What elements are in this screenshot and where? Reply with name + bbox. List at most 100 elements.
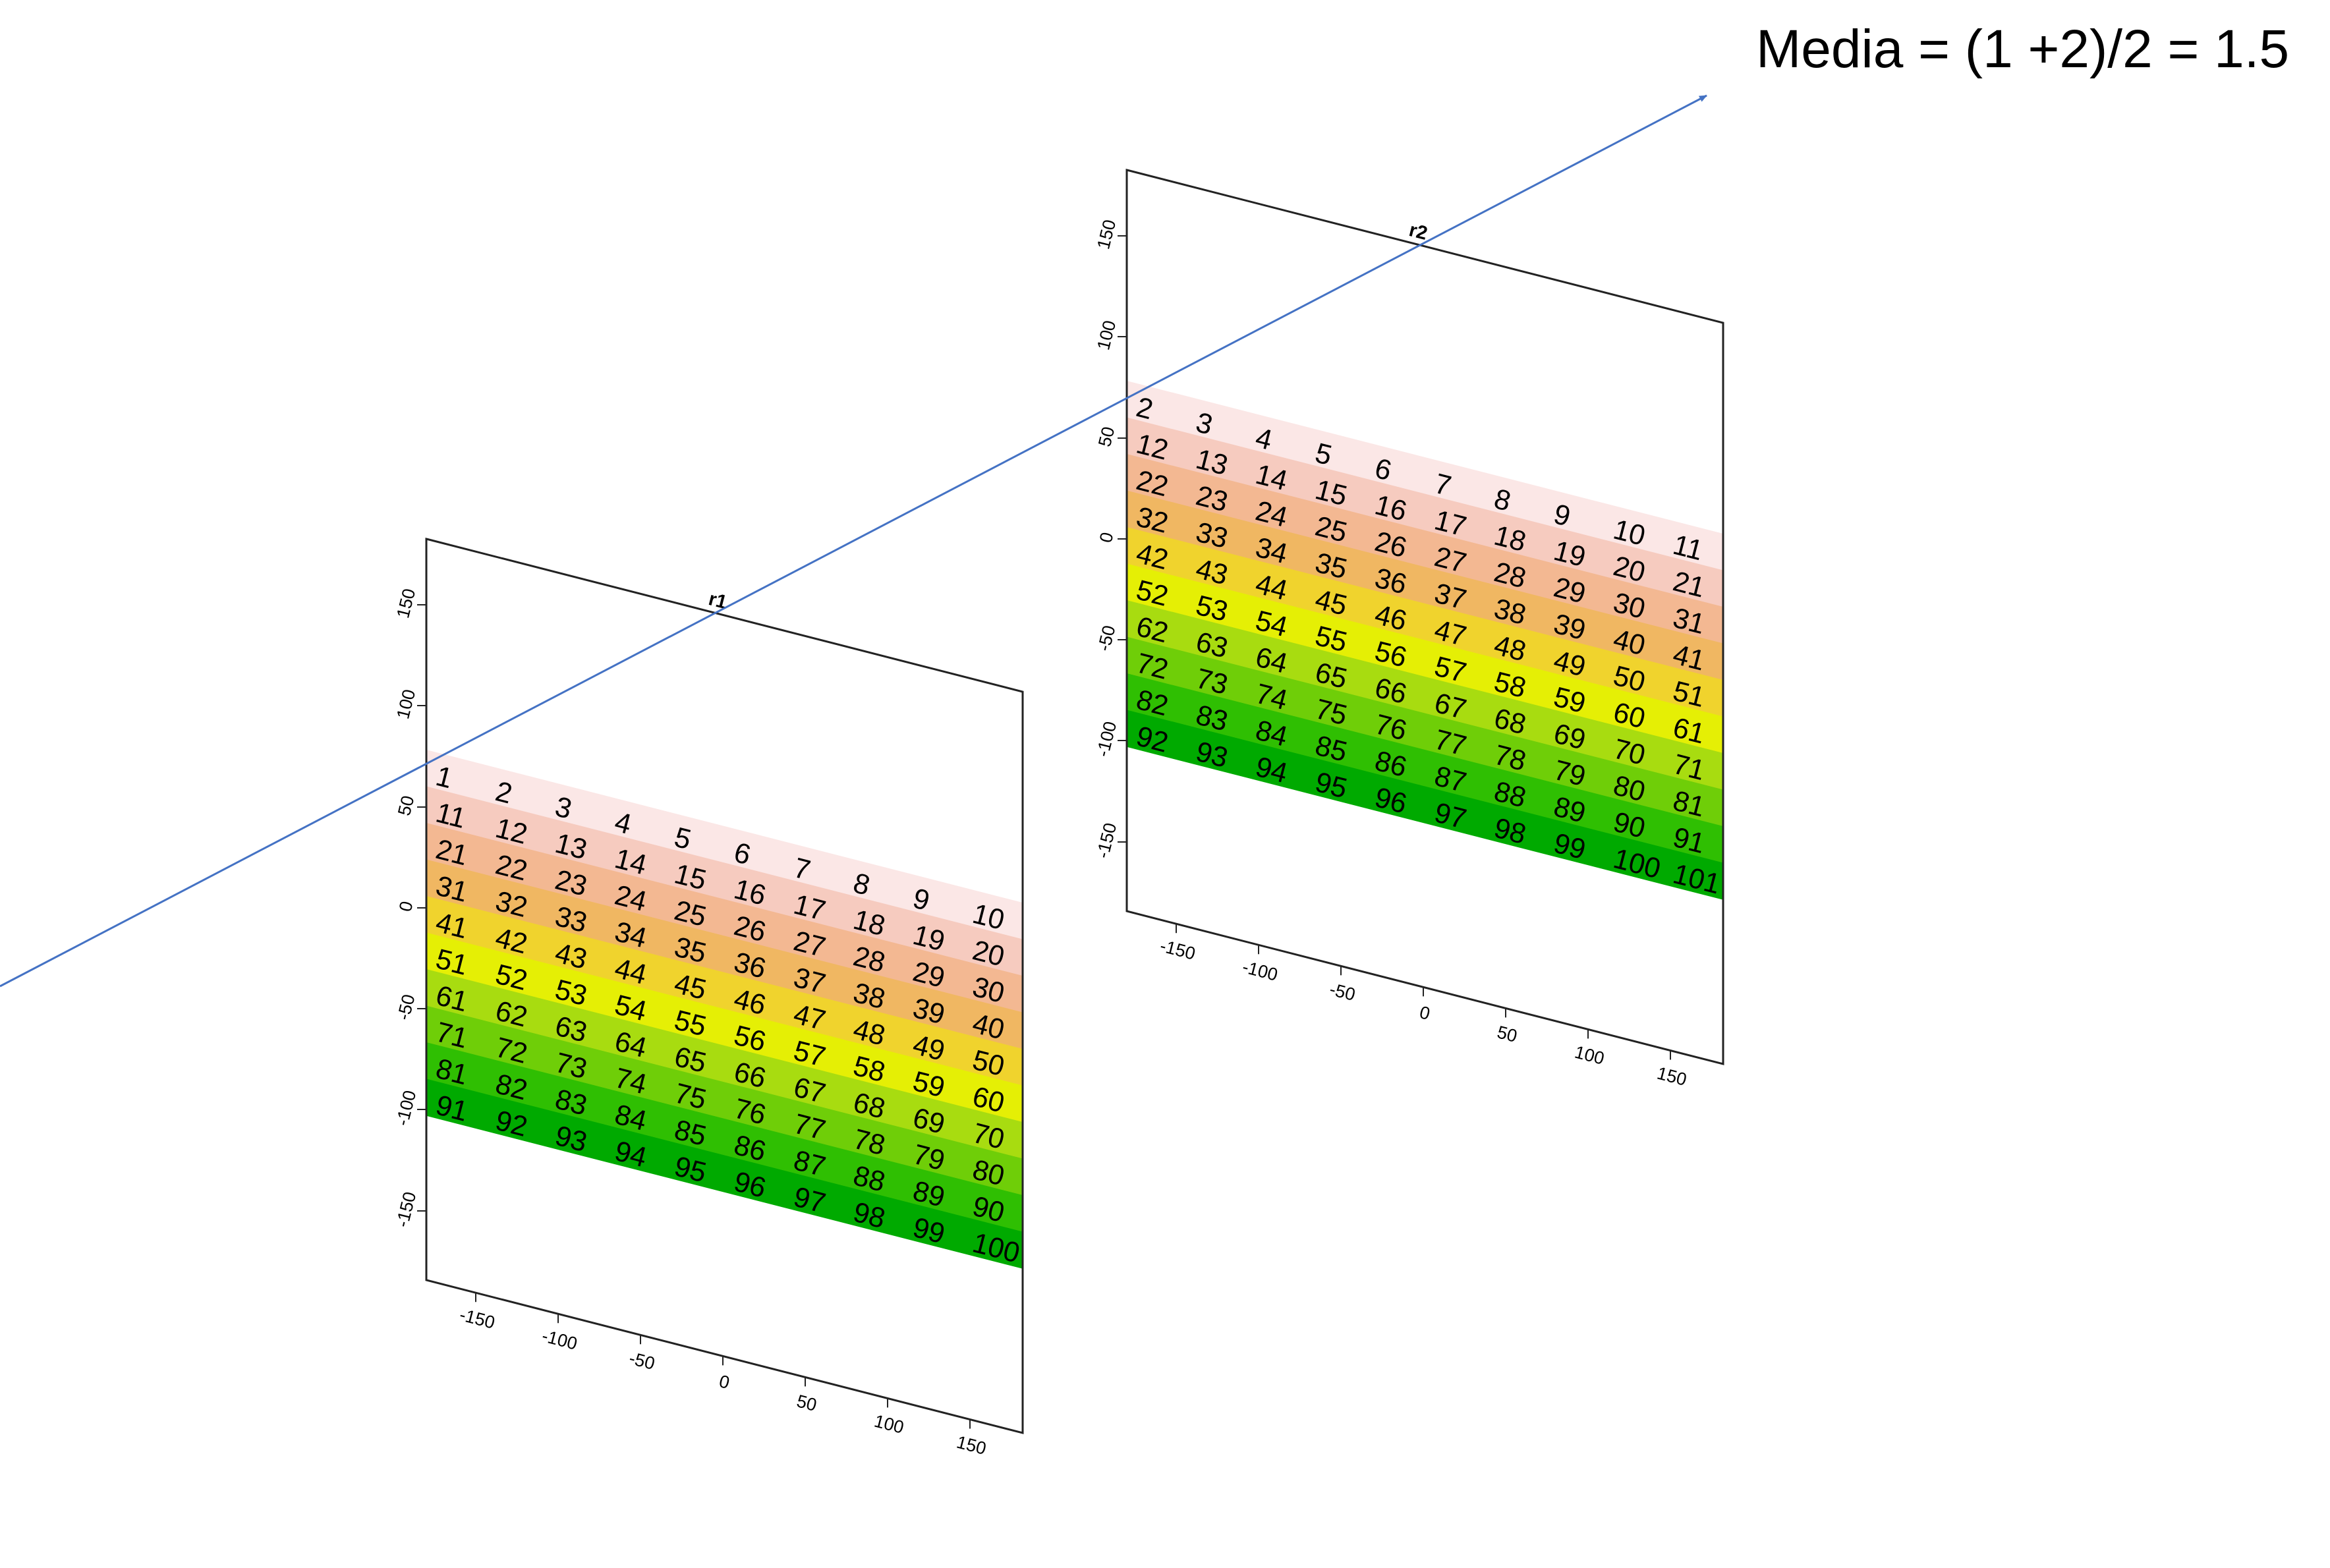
cell-value: 17 [1431,504,1469,542]
cell-value: 29 [1550,571,1589,609]
cell-value: 15 [1312,474,1350,512]
y-tick-label: -150 [392,1190,420,1229]
cell-value: 65 [671,1041,710,1079]
cell-value: 95 [1312,766,1350,804]
cell-value: 89 [910,1175,948,1214]
cell-value: 22 [1133,464,1172,503]
cell-value: 83 [552,1083,590,1121]
cell-value: 18 [1491,520,1529,558]
cell-value: 93 [552,1120,590,1158]
cell-value: 92 [1133,720,1172,758]
row-band [1127,490,1723,681]
cell-value: 27 [1431,541,1469,579]
x-tick-label: 150 [1655,1063,1689,1090]
cell-value: 86 [731,1129,769,1167]
cell-value: 70 [969,1117,1008,1156]
row-band [426,786,1023,976]
cell-value: 21 [1670,565,1708,603]
cell-value: 58 [850,1050,888,1088]
cell-value: 66 [1372,672,1410,710]
cell-value: 38 [850,977,888,1015]
cell-value: 28 [850,940,888,978]
cell-value: 67 [1431,687,1469,725]
cell-value: 55 [671,1004,710,1042]
cell-value: 14 [611,843,650,881]
cell-value: 52 [492,959,530,997]
panel-frame [1125,169,1724,1065]
cell-value: 82 [1133,684,1172,722]
cell-value: 30 [969,971,1008,1009]
cell-value: 67 [791,1071,829,1109]
cell-value: 45 [1312,584,1350,622]
cell-value: 79 [1550,754,1589,793]
cell-value: 34 [611,916,650,954]
x-tick-label: 100 [872,1411,906,1438]
cell-value: 87 [1431,760,1469,798]
y-tick-label: -100 [1093,719,1120,759]
cell-value: 43 [1193,553,1231,591]
cell-value: 69 [910,1102,948,1140]
cell-value: 51 [433,943,471,981]
cell-value: 17 [791,889,829,927]
row-band [426,896,1023,1086]
x-tick-label: 50 [795,1391,819,1415]
cell-value: 88 [850,1160,888,1198]
cell-value: 26 [731,910,769,948]
cell-value: 56 [731,1019,769,1057]
cell-value: 75 [671,1077,710,1115]
cell-value: 99 [1550,827,1589,866]
cell-value: 65 [1312,657,1350,695]
cell-value: 56 [1372,635,1410,673]
cell-value: 57 [791,1035,829,1073]
cell-value: 41 [433,907,471,945]
row-band [1127,417,1723,607]
cell-value: 90 [1610,806,1649,845]
cell-value: 62 [1133,611,1172,649]
cell-value: 46 [731,983,769,1021]
cell-value: 39 [1550,608,1589,646]
cell-value: 37 [1431,577,1469,615]
cell-value: 16 [1372,489,1410,527]
y-tick-label: -100 [392,1088,420,1128]
cell-value: 32 [492,885,530,924]
cell-value: 29 [910,956,948,994]
cell-value: 92 [492,1105,530,1143]
cell-value: 26 [1372,526,1410,564]
y-tick-label: 100 [393,687,419,721]
cell-value: 81 [1670,785,1708,823]
cell-value: 42 [1133,538,1172,576]
cell-value: 68 [1491,702,1529,741]
cell-value: 32 [1133,501,1172,539]
y-tick-label: 50 [394,794,418,818]
cell-value: 47 [791,998,829,1036]
cell-value: 13 [552,827,590,866]
cell-value: 49 [1550,644,1589,683]
cell-value: 82 [492,1068,530,1106]
y-tick-label: -150 [1093,821,1120,860]
cell-value: 77 [791,1108,829,1146]
cell-value: 48 [850,1013,888,1051]
cell-value: 60 [1610,696,1649,735]
cell-value: 88 [1491,775,1529,814]
cell-value: 36 [1372,562,1410,600]
cell-value: 22 [492,849,530,887]
x-tick-label: 0 [1417,1002,1432,1024]
row-band [1127,710,1723,900]
row-band [1127,673,1723,864]
cell-value: 35 [1312,547,1350,585]
row-band [1127,527,1723,717]
cell-value: 73 [1193,663,1231,701]
cell-value: 94 [611,1135,650,1173]
x-tick-label: 0 [717,1371,731,1393]
cell-value: 54 [611,989,650,1027]
cell-value: 52 [1133,574,1172,612]
cell-value: 64 [611,1026,650,1064]
x-tick-label: -100 [540,1326,579,1353]
cell-value: 84 [611,1099,650,1137]
cell-value: 31 [433,870,471,908]
cell-value: 41 [1670,638,1708,677]
cell-value: 40 [1610,623,1649,661]
